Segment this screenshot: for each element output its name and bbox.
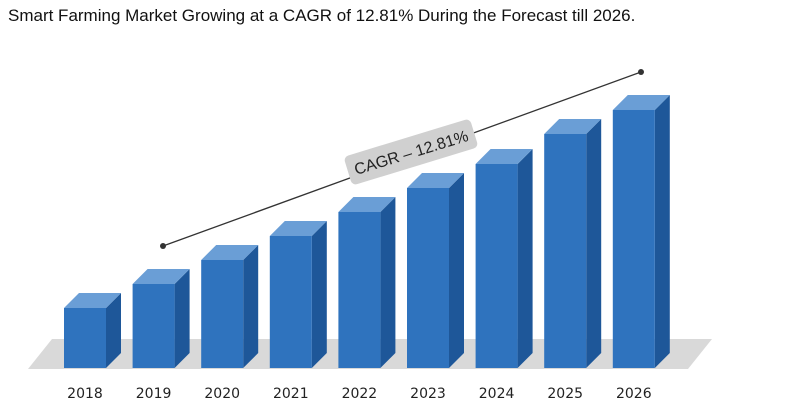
- x-tick-label: 2018: [67, 386, 103, 402]
- bar-side-face: [243, 245, 259, 368]
- bar-top-face: [64, 293, 121, 308]
- bar-2022: [338, 197, 396, 368]
- bar-front-face: [407, 188, 449, 368]
- x-tick-label: 2021: [273, 386, 309, 402]
- bar-side-face: [586, 119, 602, 368]
- x-axis-ticks: 2018 2019 2020 2021 2022 2023 2024 2025 2026: [67, 386, 652, 402]
- bar-top-face: [407, 173, 464, 188]
- bar-top-face: [612, 95, 670, 110]
- bar-side-face: [311, 221, 327, 368]
- bar-side-face: [654, 95, 670, 368]
- bar-side-face: [449, 173, 464, 368]
- bar-front-face: [269, 236, 312, 368]
- x-tick-label: 2026: [616, 386, 652, 402]
- bar-top-face: [475, 149, 533, 164]
- chart-title: Smart Farming Market Growing at a CAGR o…: [8, 6, 636, 25]
- bar-side-face: [517, 149, 533, 368]
- x-tick-label: 2020: [204, 386, 240, 402]
- bar-2021: [269, 221, 327, 368]
- bar-2020: [201, 245, 259, 368]
- bar-top-face: [338, 197, 396, 212]
- bar-front-face: [612, 110, 655, 368]
- bar-front-face: [544, 134, 587, 368]
- x-tick-label: 2023: [410, 386, 446, 402]
- bar-2018: [64, 293, 121, 368]
- trend-line-start-dot: [160, 243, 166, 249]
- bar-top-face: [269, 221, 327, 236]
- bar-side-face: [380, 197, 396, 368]
- bar-top-face: [201, 245, 259, 260]
- bar-side-face: [174, 269, 190, 368]
- bar-front-face: [201, 260, 244, 368]
- trend-line-end-dot: [638, 69, 644, 75]
- x-tick-label: 2022: [342, 386, 378, 402]
- cagr-label-box: [344, 119, 478, 185]
- bar-2024: [475, 149, 533, 368]
- bar-top-face: [544, 119, 602, 134]
- bar-front-face: [338, 212, 381, 368]
- bar-front-face: [132, 284, 175, 368]
- bar-front-face: [64, 308, 106, 368]
- bar-2019: [132, 269, 190, 368]
- bar-2025: [544, 119, 602, 368]
- bar-front-face: [475, 164, 518, 368]
- bar-side-face: [106, 293, 121, 368]
- bar-top-face: [132, 269, 190, 284]
- x-tick-label: 2019: [136, 386, 172, 402]
- x-tick-label: 2025: [547, 386, 583, 402]
- bar-2023: [407, 173, 464, 368]
- bars-group: [64, 95, 670, 368]
- x-tick-label: 2024: [479, 386, 515, 402]
- bar-2026: [612, 95, 670, 368]
